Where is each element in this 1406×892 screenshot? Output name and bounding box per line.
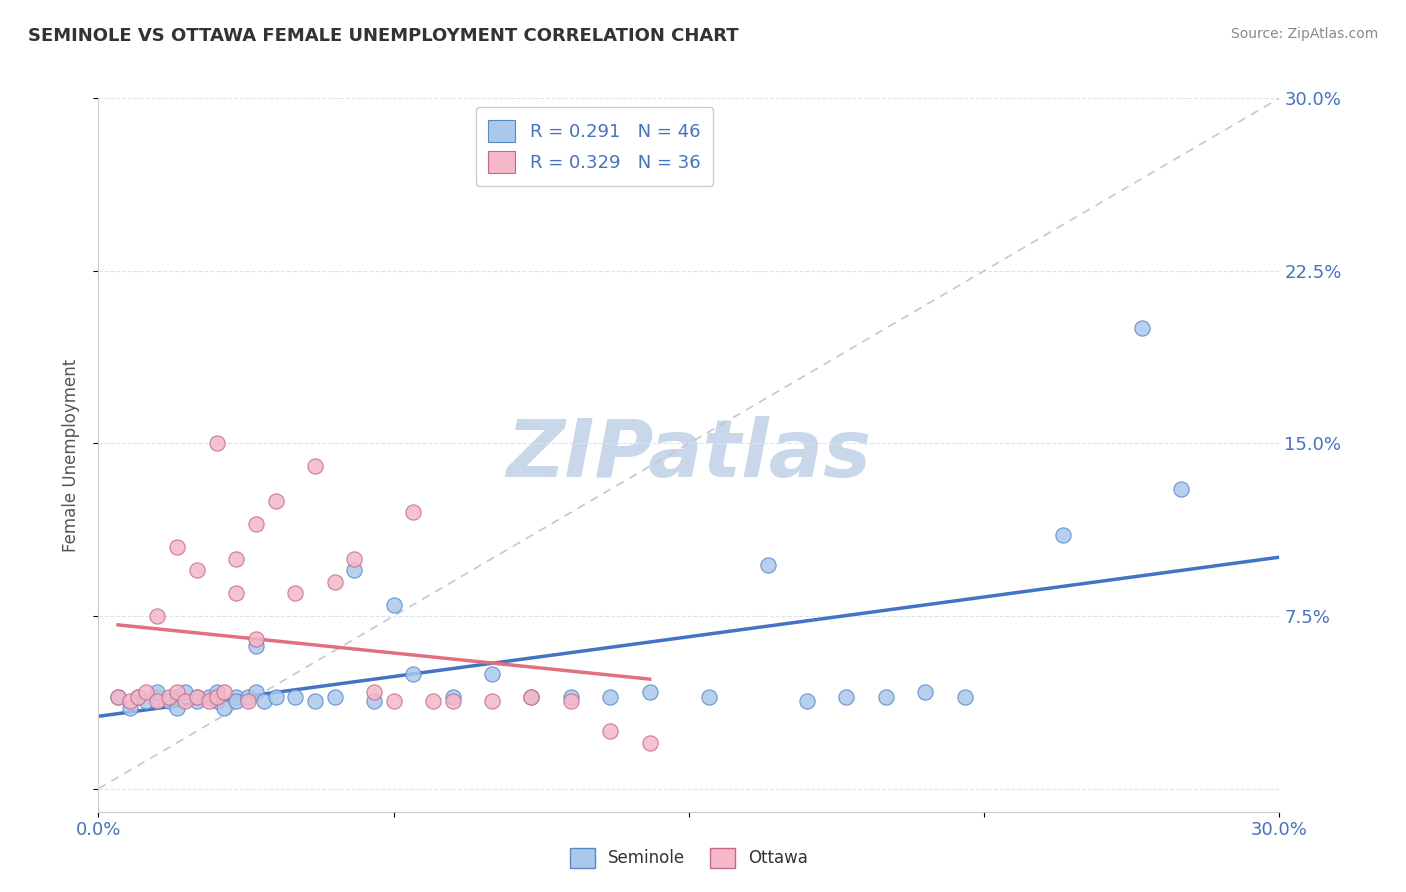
Point [146,609,169,624]
Point [323,690,346,704]
Point [214,685,236,699]
Point [914,685,936,699]
Point [343,551,366,566]
Point [186,563,208,577]
Point [441,690,464,704]
Text: Source: ZipAtlas.com: Source: ZipAtlas.com [1230,27,1378,41]
Point [225,586,247,600]
Point [953,690,976,704]
Point [146,685,169,699]
Point [638,685,661,699]
Point [382,598,405,612]
Point [402,506,425,520]
Point [205,436,228,450]
Point [205,685,228,699]
Y-axis label: Female Unemployment: Female Unemployment [62,359,80,551]
Point [1052,528,1074,542]
Point [284,586,307,600]
Point [382,694,405,708]
Point [560,694,582,708]
Point [146,690,169,704]
Point [205,690,228,704]
Point [1130,321,1153,335]
Point [174,694,197,708]
Point [166,701,188,715]
Point [835,690,858,704]
Point [118,694,141,708]
Point [481,694,503,708]
Point [225,690,247,704]
Point [875,690,897,704]
Point [599,724,621,739]
Point [304,694,326,708]
Point [323,574,346,589]
Point [166,690,188,704]
Point [157,694,180,708]
Point [166,685,188,699]
Point [174,685,197,699]
Point [245,632,267,646]
Point [697,690,720,704]
Point [284,690,307,704]
Point [197,690,219,704]
Point [186,690,208,704]
Point [343,563,366,577]
Point [157,690,180,704]
Point [186,694,208,708]
Point [127,690,149,704]
Point [304,459,326,474]
Point [599,690,621,704]
Text: SEMINOLE VS OTTAWA FEMALE UNEMPLOYMENT CORRELATION CHART: SEMINOLE VS OTTAWA FEMALE UNEMPLOYMENT C… [28,27,738,45]
Point [225,551,247,566]
Text: ZIPatlas: ZIPatlas [506,416,872,494]
Point [245,685,267,699]
Point [638,736,661,750]
Point [236,690,259,704]
Point [118,701,141,715]
Point [363,685,385,699]
Point [135,685,157,699]
Point [422,694,444,708]
Point [1170,483,1192,497]
Point [205,694,228,708]
Point [245,639,267,653]
Point [135,694,157,708]
Point [520,690,543,704]
Point [520,690,543,704]
Point [441,694,464,708]
Point [166,540,188,554]
Point [197,694,219,708]
Point [245,516,267,531]
Point [253,694,276,708]
Point [363,694,385,708]
Point [107,690,129,704]
Point [796,694,818,708]
Point [236,694,259,708]
Point [756,558,779,573]
Point [402,666,425,681]
Point [481,666,503,681]
Point [560,690,582,704]
Point [264,690,287,704]
Point [146,694,169,708]
Legend: Seminole, Ottawa: Seminole, Ottawa [562,841,815,875]
Point [264,494,287,508]
Point [186,690,208,704]
Point [107,690,129,704]
Point [214,701,236,715]
Point [127,690,149,704]
Point [225,694,247,708]
